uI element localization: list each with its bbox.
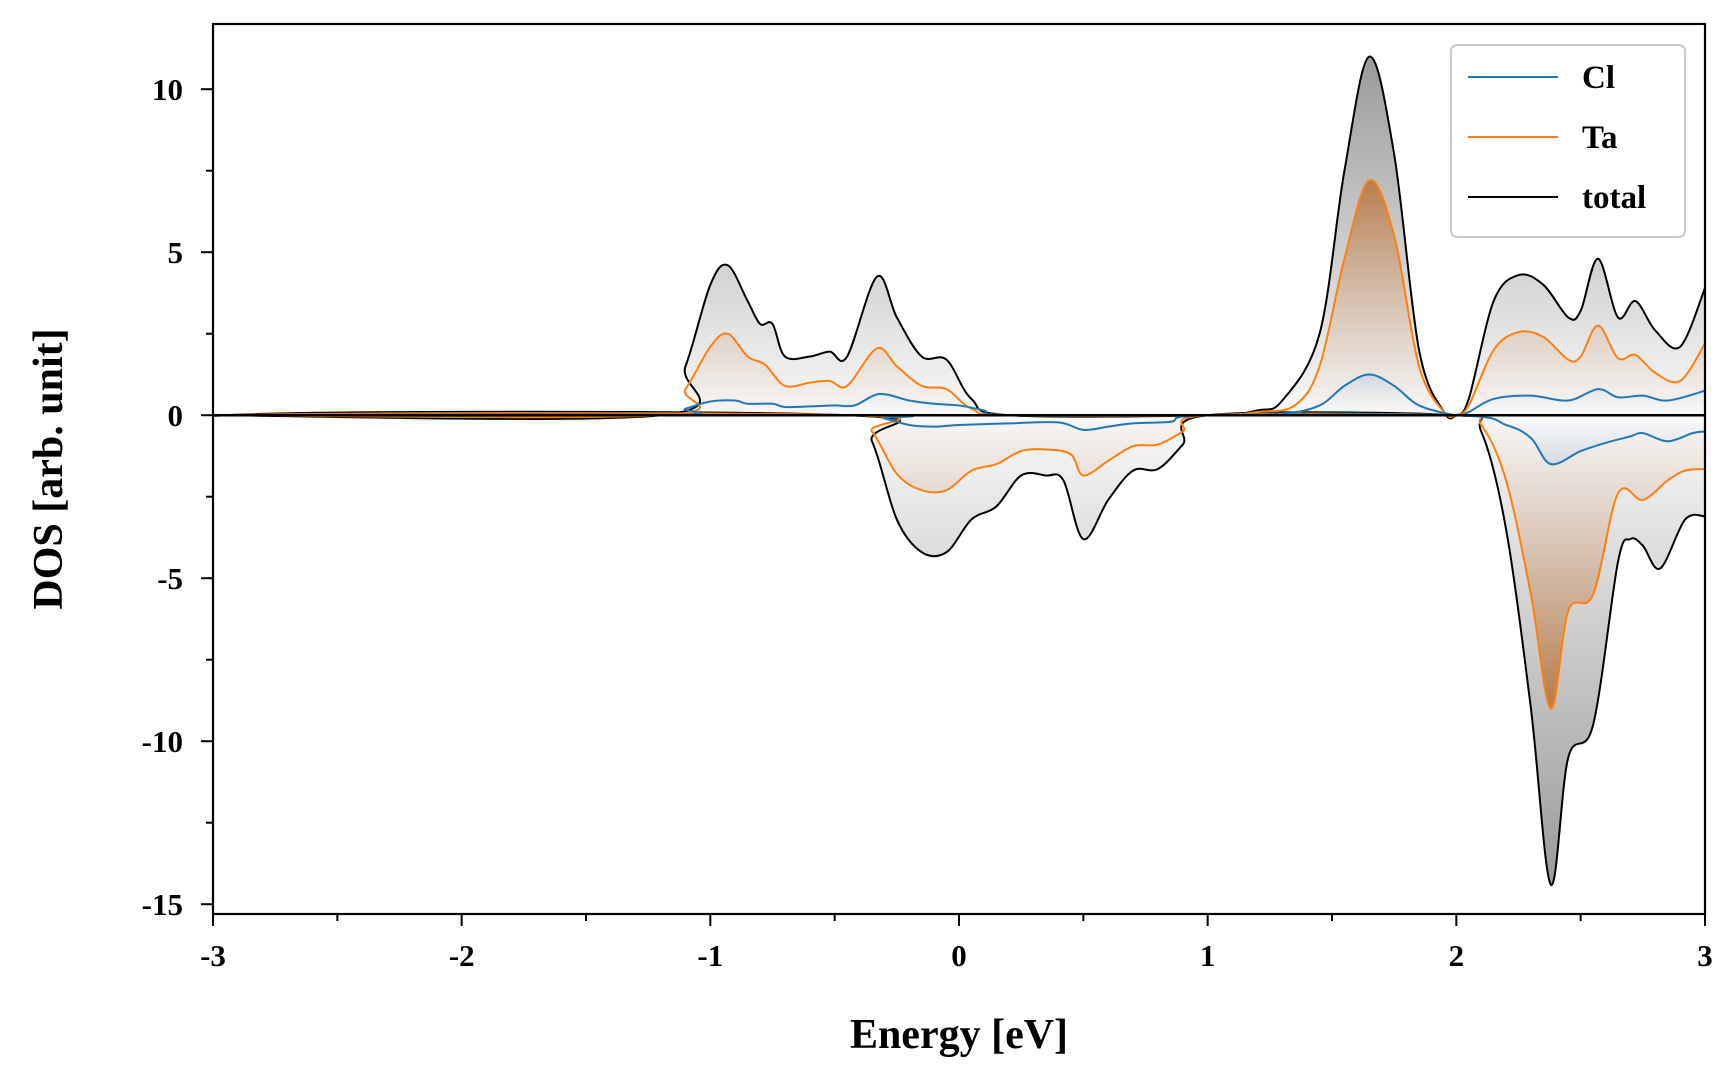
x-tick-label: -1: [697, 938, 723, 973]
x-axis-ticks: -3 -2 -1 0 1 2 3: [200, 914, 1713, 973]
legend-label-total: total: [1582, 180, 1646, 216]
x-axis-label: Energy [eV]: [850, 1012, 1068, 1058]
y-tick-label: -5: [157, 561, 183, 596]
x-tick-label: 1: [1200, 938, 1216, 973]
plot-area: [213, 55, 1705, 886]
series-line-ta-dn: [213, 412, 1705, 710]
x-tick-label: 2: [1449, 938, 1465, 973]
fill-cl-up: [213, 374, 1705, 416]
y-axis-label: DOS [arb. unit]: [26, 328, 72, 609]
y-tick-label: -10: [142, 724, 183, 759]
series-line-cl-up: [213, 373, 1705, 417]
legend: Cl Ta total: [1450, 44, 1686, 238]
y-tick-label: 10: [152, 72, 183, 107]
y-axis-ticks: -15 -10 -5 0 5 10: [142, 72, 213, 922]
x-tick-label: 3: [1697, 938, 1713, 973]
x-tick-label: -2: [449, 938, 475, 973]
series-lines: [213, 55, 1705, 886]
y-tick-label: 0: [168, 398, 184, 433]
y-tick-label: 5: [168, 235, 184, 270]
x-tick-label: 0: [951, 938, 967, 973]
series-line-total-dn: [213, 410, 1705, 886]
x-tick-label: -3: [200, 938, 226, 973]
legend-label-cl: Cl: [1582, 60, 1615, 96]
legend-label-ta: Ta: [1582, 120, 1617, 156]
fill-ta-dn: [213, 413, 1705, 709]
legend-box: [1450, 44, 1686, 238]
fill-ta-up: [213, 180, 1705, 418]
y-tick-label: -15: [142, 887, 183, 922]
